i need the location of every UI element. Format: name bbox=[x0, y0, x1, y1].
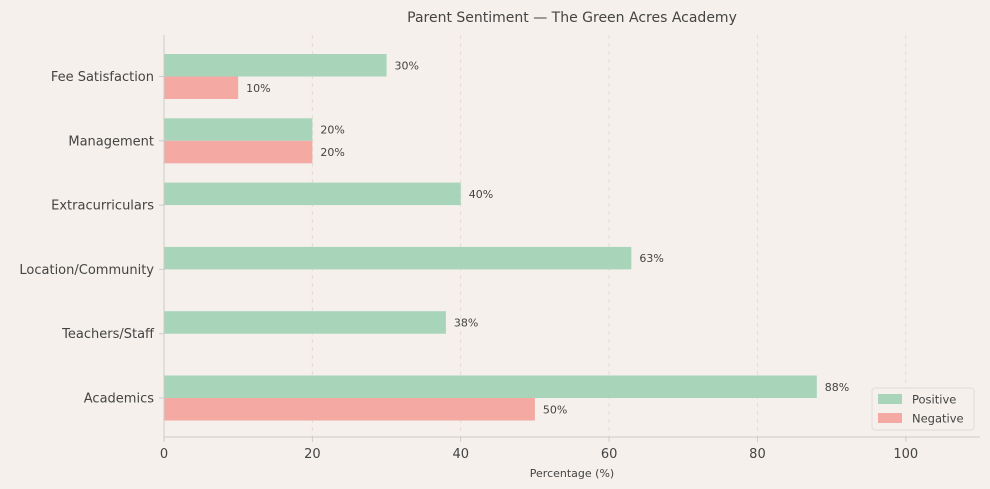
data-label-positive-teachers-staff: 38% bbox=[454, 316, 478, 329]
bar-positive-teachers-staff bbox=[164, 311, 446, 334]
x-tick-label: 100 bbox=[893, 447, 918, 462]
data-label-negative-management: 20% bbox=[320, 146, 344, 159]
x-tick-label: 0 bbox=[160, 447, 168, 462]
legend-swatch-positive bbox=[878, 394, 902, 404]
x-tick-label: 60 bbox=[601, 447, 618, 462]
bar-negative-academics bbox=[164, 398, 535, 421]
data-label-negative-academics: 50% bbox=[543, 403, 567, 416]
legend-label-negative: Negative bbox=[912, 412, 964, 426]
category-labels: Academics Teachers/Staff Location/Communit… bbox=[19, 70, 164, 407]
x-axis-label: Percentage (%) bbox=[530, 467, 614, 480]
bar-positive-academics bbox=[164, 375, 817, 398]
legend-swatch-negative bbox=[878, 413, 902, 423]
legend: Positive Negative bbox=[871, 387, 975, 431]
data-label-positive-extracurriculars: 40% bbox=[469, 188, 493, 201]
bar-positive-fee-satisfaction bbox=[164, 54, 387, 77]
data-label-positive-location-community: 63% bbox=[639, 252, 663, 265]
category-label-academics: Academics bbox=[84, 392, 154, 407]
legend-label-positive: Positive bbox=[912, 393, 956, 407]
bar-positive-extracurriculars bbox=[164, 182, 461, 206]
bar-negative-fee-satisfaction bbox=[164, 76, 239, 99]
data-label-positive-academics: 88% bbox=[825, 381, 849, 394]
category-label-location-community: Location/Community bbox=[19, 263, 154, 278]
category-label-fee-satisfaction: Fee Satisfaction bbox=[51, 70, 154, 85]
chart-title: Parent Sentiment — The Green Acres Acade… bbox=[407, 10, 737, 26]
x-ticks: 0 20 40 60 80 100 bbox=[160, 437, 918, 462]
bar-positive-management bbox=[164, 118, 313, 141]
data-label-positive-fee-satisfaction: 30% bbox=[395, 59, 419, 72]
x-tick-label: 80 bbox=[749, 447, 766, 462]
axes bbox=[163, 35, 980, 438]
bars: 88% 50% 38% 63% 40% 20% 20% 30% 10% bbox=[164, 54, 849, 421]
category-label-teachers-staff: Teachers/Staff bbox=[61, 327, 155, 342]
bar-negative-management bbox=[164, 140, 313, 164]
category-label-extracurriculars: Extracurriculars bbox=[51, 199, 154, 214]
grid-lines bbox=[311, 35, 907, 437]
data-label-positive-management: 20% bbox=[320, 124, 344, 137]
bar-positive-location-community bbox=[164, 246, 632, 270]
x-tick-label: 20 bbox=[304, 447, 321, 462]
x-tick-label: 40 bbox=[452, 447, 469, 462]
category-label-management: Management bbox=[68, 134, 154, 149]
data-label-negative-fee-satisfaction: 10% bbox=[246, 82, 270, 95]
